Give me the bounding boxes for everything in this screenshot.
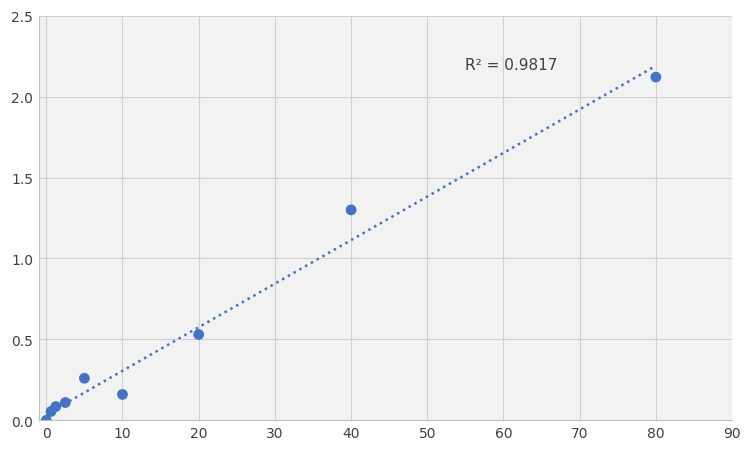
Point [193, 331, 205, 338]
Point [117, 391, 129, 398]
Point [45, 408, 57, 415]
Point [50, 403, 62, 410]
Point [650, 74, 662, 82]
Point [78, 375, 90, 382]
Point [41, 417, 53, 424]
Point [59, 399, 71, 406]
Text: R² = 0.9817: R² = 0.9817 [465, 58, 558, 73]
Point [345, 207, 357, 214]
